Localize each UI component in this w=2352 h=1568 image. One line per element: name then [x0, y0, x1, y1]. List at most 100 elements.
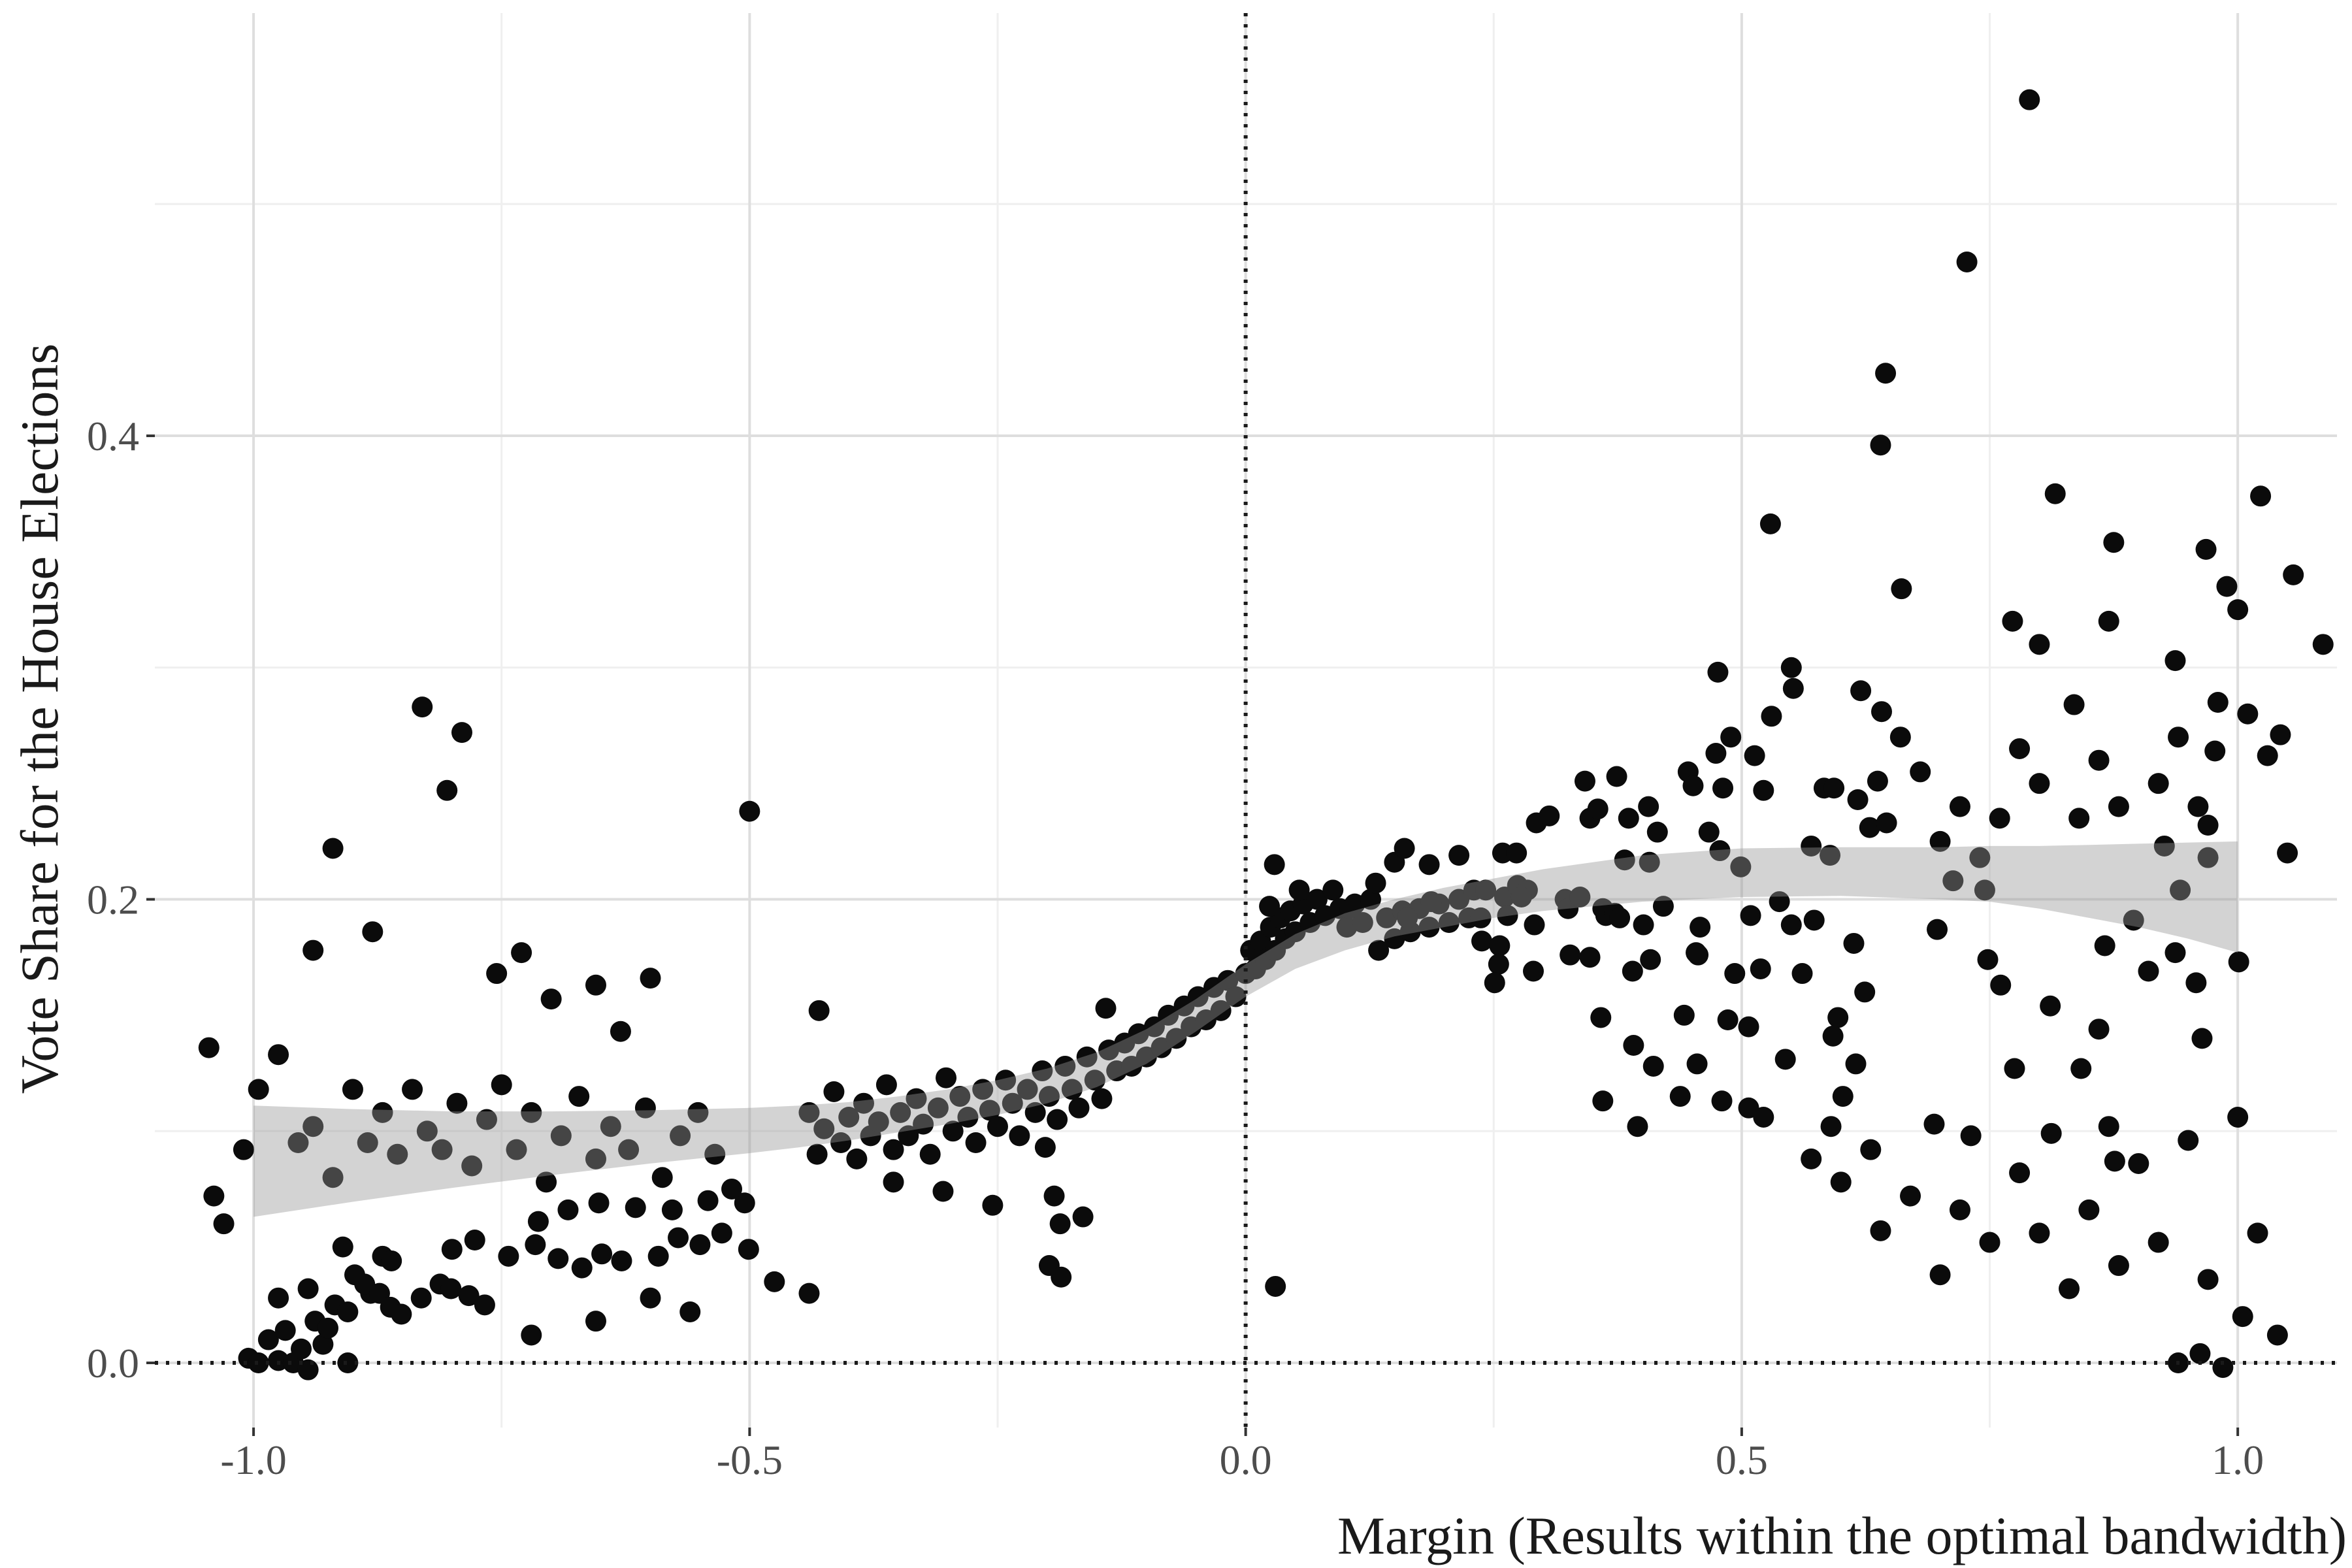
data-point: [1720, 727, 1742, 748]
data-point: [2088, 749, 2110, 771]
data-point: [1910, 761, 1931, 783]
data-point: [1288, 879, 1310, 901]
data-point: [1051, 1266, 1072, 1288]
data-point: [248, 1079, 269, 1100]
data-point: [1420, 891, 1442, 913]
data-point: [585, 974, 606, 996]
data-point: [2187, 796, 2209, 817]
data-point: [1017, 1079, 1038, 1100]
data-point: [979, 1100, 1000, 1121]
data-point: [2168, 727, 2189, 748]
data-point: [2044, 483, 2066, 504]
data-point: [711, 1222, 732, 1244]
data-point: [697, 1190, 719, 1211]
data-point: [1686, 942, 1707, 964]
data-point: [798, 1102, 820, 1123]
data-point: [1259, 896, 1281, 917]
data-point: [875, 1074, 897, 1096]
reference-lines-layer: [155, 13, 2337, 1428]
data-point: [402, 1079, 423, 1100]
data-point: [1859, 817, 1880, 838]
axis-ticks-layer: [146, 434, 2240, 1436]
data-point: [525, 1234, 546, 1256]
data-point: [2283, 564, 2304, 585]
data-point: [2040, 995, 2061, 1017]
data-point: [1845, 1053, 1867, 1075]
data-point: [2237, 703, 2259, 725]
data-point: [1448, 889, 1470, 910]
data-point: [2197, 815, 2219, 836]
data-point: [2195, 538, 2217, 560]
data-point: [2009, 738, 2031, 759]
data-point: [274, 1320, 296, 1341]
y-tick-label: 0.2: [87, 877, 139, 923]
data-point: [1579, 947, 1601, 968]
data-point: [257, 1329, 279, 1350]
data-point: [2040, 1122, 2062, 1144]
data-point: [1761, 706, 1782, 727]
data-point: [734, 1192, 755, 1214]
data-point: [1744, 745, 1765, 766]
data-point: [1949, 796, 1970, 817]
data-point: [1049, 1213, 1071, 1235]
data-point: [372, 1102, 393, 1123]
data-point: [2153, 835, 2175, 857]
data-point: [568, 1086, 590, 1107]
y-tick-label: 0.4: [87, 413, 139, 459]
data-point: [1264, 854, 1285, 875]
x-tick-label: -1.0: [220, 1437, 286, 1483]
data-point: [2108, 796, 2129, 817]
data-point: [1448, 845, 1470, 866]
data-point: [1979, 1232, 2001, 1253]
data-point: [312, 1333, 334, 1355]
data-point: [337, 1301, 359, 1322]
x-tick-label: 1.0: [2212, 1437, 2264, 1483]
data-point: [317, 1317, 338, 1339]
data-point: [387, 1143, 408, 1165]
data-point: [1606, 766, 1627, 787]
data-point: [1623, 1035, 1644, 1056]
data-point: [1652, 896, 1674, 917]
data-point: [1195, 1009, 1217, 1031]
data-point: [1627, 1116, 1648, 1137]
data-point: [1759, 513, 1781, 534]
data-point: [2104, 1151, 2125, 1172]
data-point: [1569, 886, 1591, 907]
data-point: [2103, 532, 2125, 553]
data-point: [1618, 808, 1639, 829]
data-point: [1151, 1037, 1172, 1058]
data-point: [1622, 960, 1643, 982]
data-point: [1707, 661, 1729, 683]
data-point: [823, 1081, 845, 1102]
data-point: [1891, 578, 1912, 600]
data-point: [1054, 1055, 1076, 1077]
data-point: [830, 1132, 852, 1154]
data-point: [721, 1178, 743, 1200]
data-point: [1120, 1055, 1142, 1077]
data-point: [1284, 921, 1306, 943]
data-point: [1850, 680, 1872, 702]
data-point: [1782, 678, 1804, 699]
data-point: [906, 1088, 927, 1109]
data-point: [203, 1185, 225, 1207]
data-point: [2004, 1058, 2025, 1079]
data-point: [381, 1250, 402, 1271]
data-point: [416, 1120, 438, 1142]
data-point: [2123, 909, 2144, 931]
data-point: [1867, 770, 1888, 792]
data-point: [1043, 1185, 1065, 1207]
data-point: [2108, 1255, 2129, 1277]
data-point: [2189, 1343, 2211, 1364]
data-point: [2250, 485, 2272, 507]
data-point: [1698, 821, 1720, 843]
data-point: [1717, 1009, 1739, 1031]
data-point: [1511, 886, 1532, 907]
data-point: [1803, 909, 1825, 931]
data-point: [640, 968, 661, 989]
data-point: [982, 1194, 1004, 1216]
data-point: [506, 1139, 527, 1160]
data-point: [1587, 798, 1609, 820]
data-point: [491, 1074, 512, 1096]
data-point: [486, 963, 508, 985]
data-point: [1397, 907, 1418, 928]
